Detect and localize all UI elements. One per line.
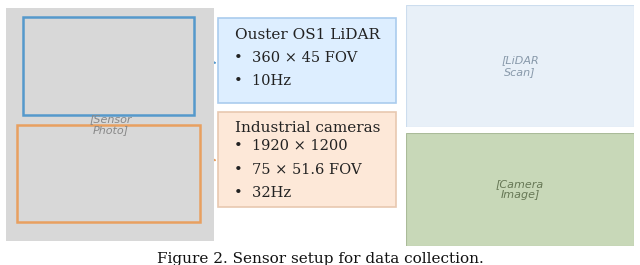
Text: [Sensor
Photo]: [Sensor Photo]: [89, 114, 132, 135]
Text: [LiDAR
Scan]: [LiDAR Scan]: [501, 55, 539, 77]
Text: [Camera
Image]: [Camera Image]: [496, 179, 544, 200]
Text: •  32Hz: • 32Hz: [234, 186, 291, 200]
Text: Figure 2. Sensor setup for data collection.: Figure 2. Sensor setup for data collecti…: [157, 252, 483, 265]
Text: •  75 × 51.6 FOV: • 75 × 51.6 FOV: [234, 162, 362, 176]
FancyBboxPatch shape: [406, 5, 634, 127]
Text: •  10Hz: • 10Hz: [234, 74, 291, 89]
Text: Ouster OS1 LiDAR: Ouster OS1 LiDAR: [235, 28, 380, 42]
FancyBboxPatch shape: [406, 132, 634, 246]
FancyBboxPatch shape: [6, 8, 214, 241]
Text: •  360 × 45 FOV: • 360 × 45 FOV: [234, 51, 357, 65]
Text: Industrial cameras: Industrial cameras: [235, 121, 380, 135]
Text: •  1920 × 1200: • 1920 × 1200: [234, 139, 348, 153]
FancyBboxPatch shape: [218, 17, 396, 103]
FancyBboxPatch shape: [218, 112, 396, 207]
